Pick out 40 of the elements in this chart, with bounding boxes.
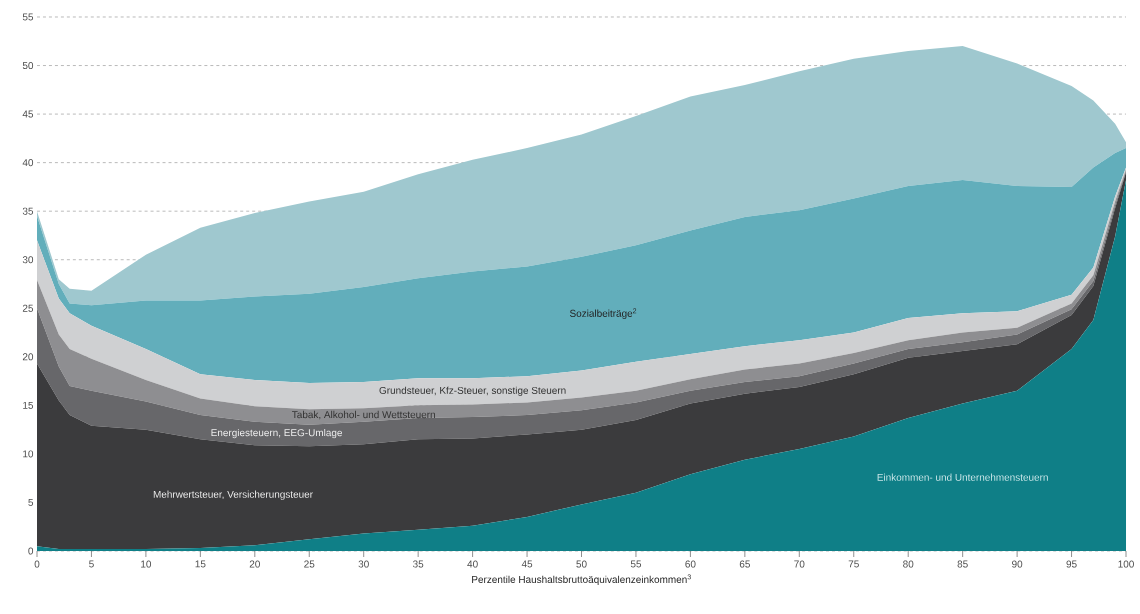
y-tick-label: 50 (22, 62, 34, 70)
x-tick-label: 70 (794, 560, 805, 568)
x-axis-title: Perzentile Haushaltsbruttoäquivalenzeinkommen$^{3}$ (472, 574, 691, 585)
x-tick-label: 0 (34, 560, 40, 568)
series-label: Sozialbeiträge$^{2}$ (569, 308, 637, 319)
y-tick-label: 0 (28, 547, 34, 555)
y-tick-label: 35 (22, 207, 34, 215)
series-label: Einkommen- und Unternehmensteuern (877, 473, 1048, 481)
x-tick-label: 40 (467, 560, 478, 568)
y-tick-label: 30 (22, 256, 34, 264)
x-tick-label: 100 (1118, 560, 1134, 568)
series-label: Grundsteuer, Kfz-Steuer, sonstige Steuern (379, 386, 566, 396)
x-tick-label: 5 (89, 560, 94, 568)
series-label: Tabak, Alkohol- und Wettsteuern (292, 410, 435, 420)
x-tick-label: 10 (141, 560, 152, 568)
series-label: Energiesteuern, EEG-Umlage (211, 428, 343, 439)
y-tick-label: 25 (22, 304, 34, 312)
x-tick-label: 60 (685, 560, 696, 568)
y-tick-label: 20 (22, 353, 34, 361)
x-tick-label: 55 (630, 560, 642, 568)
y-tick-label: 40 (22, 159, 34, 167)
x-tick-label: 15 (195, 560, 206, 568)
x-tick-label: 20 (249, 560, 260, 568)
y-tick-label: 10 (23, 450, 34, 458)
x-tick-label: 90 (1012, 560, 1023, 568)
y-tick-label: 55 (22, 13, 34, 21)
x-tick-label: 65 (739, 560, 750, 568)
y-tick-label: 5 (28, 498, 34, 506)
y-tick-label: 15 (23, 401, 34, 409)
x-tick-label: 95 (1066, 560, 1077, 568)
x-tick-label: 35 (412, 560, 424, 568)
x-tick-label: 50 (576, 560, 587, 568)
x-tick-label: 25 (304, 560, 315, 568)
x-tick-label: 45 (521, 560, 533, 568)
x-tick-label: 75 (848, 560, 859, 568)
series-label: Mehrwertsteuer, Versicherungsteuer (153, 490, 313, 500)
x-tick-label: 85 (957, 560, 968, 568)
y-tick-label: 45 (22, 110, 34, 118)
x-tick-label: 30 (358, 560, 369, 568)
x-tick-label: 80 (903, 560, 914, 568)
